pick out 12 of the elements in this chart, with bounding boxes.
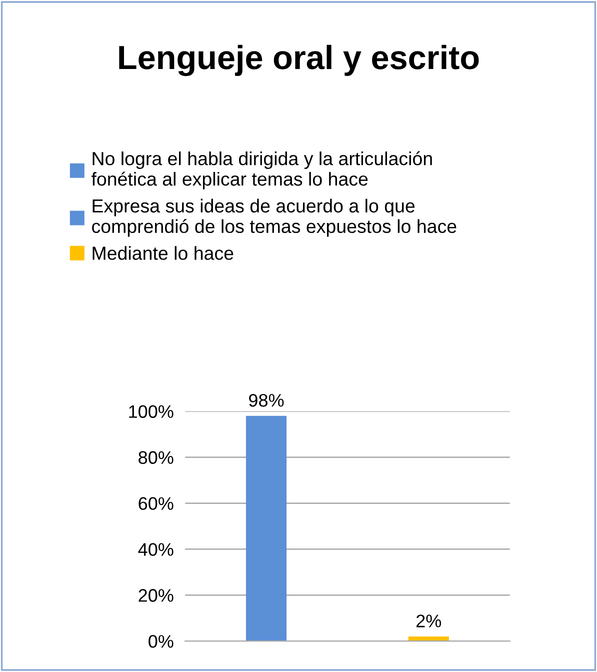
legend-label: Mediante lo hace xyxy=(92,246,234,260)
text: 98% xyxy=(249,394,284,407)
chart-title: Lengueje oral y escrito xyxy=(119,44,479,76)
y-tick-label: 100% xyxy=(129,405,174,418)
y-tick-label: 20% xyxy=(138,589,174,602)
y-tick-label: 40% xyxy=(138,543,174,556)
y-tick-label: 80% xyxy=(138,451,174,464)
legend-label: Expresa sus ideas de acuerdo a lo que comprendió de los temas expuestos lo hace xyxy=(92,198,456,237)
legend-label: No logra el habla dirigida y la articulación fonética al explicar temas lo hace xyxy=(91,151,432,190)
y-tick-label: 0% xyxy=(148,635,174,648)
y-tick-label: 60% xyxy=(138,497,174,510)
text: 2% xyxy=(416,614,442,628)
